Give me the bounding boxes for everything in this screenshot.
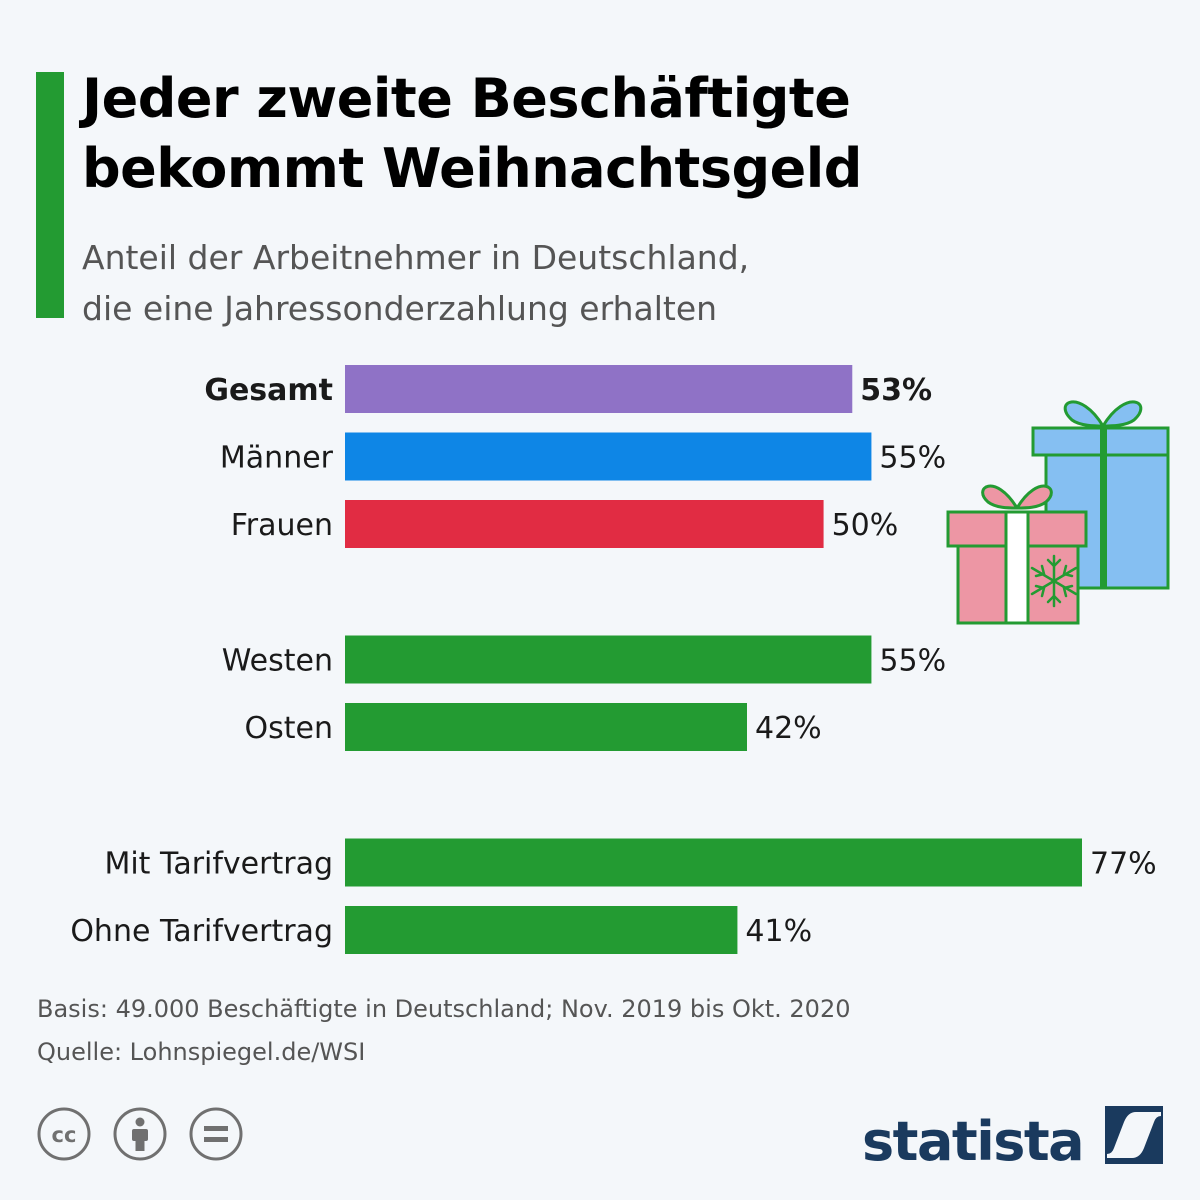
- value-label-ohne-tarifvertrag: 41%: [745, 914, 812, 949]
- footer-notes: Basis: 49.000 Beschäftigte in Deutschlan…: [37, 988, 851, 1074]
- cc-icon[interactable]: cc: [37, 1107, 91, 1161]
- category-label-mit-tarifvertrag: Mit Tarifvertrag: [104, 847, 333, 882]
- svg-text:cc: cc: [52, 1123, 77, 1147]
- value-label-gesamt: 53%: [860, 373, 932, 408]
- value-label-osten: 42%: [755, 711, 822, 746]
- subtitle-line-2: die eine Jahressonderzahlung erhalten: [82, 289, 718, 328]
- bar-gesamt: [345, 365, 853, 413]
- svg-text:statista: statista: [862, 1110, 1083, 1166]
- attribution-icon[interactable]: [113, 1107, 167, 1161]
- category-label-frauen: Frauen: [231, 508, 333, 543]
- statista-mark-icon: [1105, 1106, 1163, 1164]
- category-label-osten: Osten: [245, 711, 333, 746]
- basis-note: Basis: 49.000 Beschäftigte in Deutschlan…: [37, 995, 851, 1023]
- category-label-ohne-tarifvertrag: Ohne Tarifvertrag: [70, 914, 333, 949]
- source-note: Quelle: Lohnspiegel.de/WSI: [37, 1038, 366, 1066]
- statista-logo[interactable]: statista: [862, 1102, 1167, 1166]
- value-label-frauen: 50%: [832, 508, 899, 543]
- bar-maenner: [345, 432, 872, 481]
- chart-title: Jeder zweite Beschäftigte bekommt Weihna…: [82, 64, 1182, 204]
- value-label-mit-tarifvertrag: 77%: [1090, 847, 1157, 882]
- title-line-2: bekommt Weihnachtsgeld: [82, 137, 862, 200]
- chart-subtitle: Anteil der Arbeitnehmer in Deutschland, …: [82, 232, 1182, 334]
- value-label-westen: 55%: [879, 644, 946, 679]
- bar-frauen: [345, 500, 824, 548]
- category-label-maenner: Männer: [220, 441, 334, 476]
- pink-gift: [946, 484, 1088, 625]
- category-label-westen: Westen: [222, 644, 333, 679]
- snowflake-icon: [1030, 554, 1078, 608]
- no-derivatives-icon[interactable]: [189, 1107, 243, 1161]
- category-label-gesamt: Gesamt: [204, 373, 333, 408]
- accent-bar: [36, 72, 64, 318]
- gift-icon: [946, 400, 1170, 625]
- bar-osten: [345, 703, 747, 751]
- bar-westen: [345, 635, 872, 684]
- value-label-maenner: 55%: [879, 441, 946, 476]
- subtitle-line-1: Anteil der Arbeitnehmer in Deutschland,: [82, 238, 750, 277]
- bar-chart: Gesamt 53% Männer 55% Frauen 50% Westen 55% Oste…: [70, 365, 1157, 954]
- title-line-1: Jeder zweite Beschäftigte: [82, 67, 851, 130]
- bar-mit-tarifvertrag: [345, 838, 1082, 887]
- license-icons[interactable]: cc: [36, 1106, 246, 1162]
- bar-ohne-tarifvertrag: [345, 906, 738, 954]
